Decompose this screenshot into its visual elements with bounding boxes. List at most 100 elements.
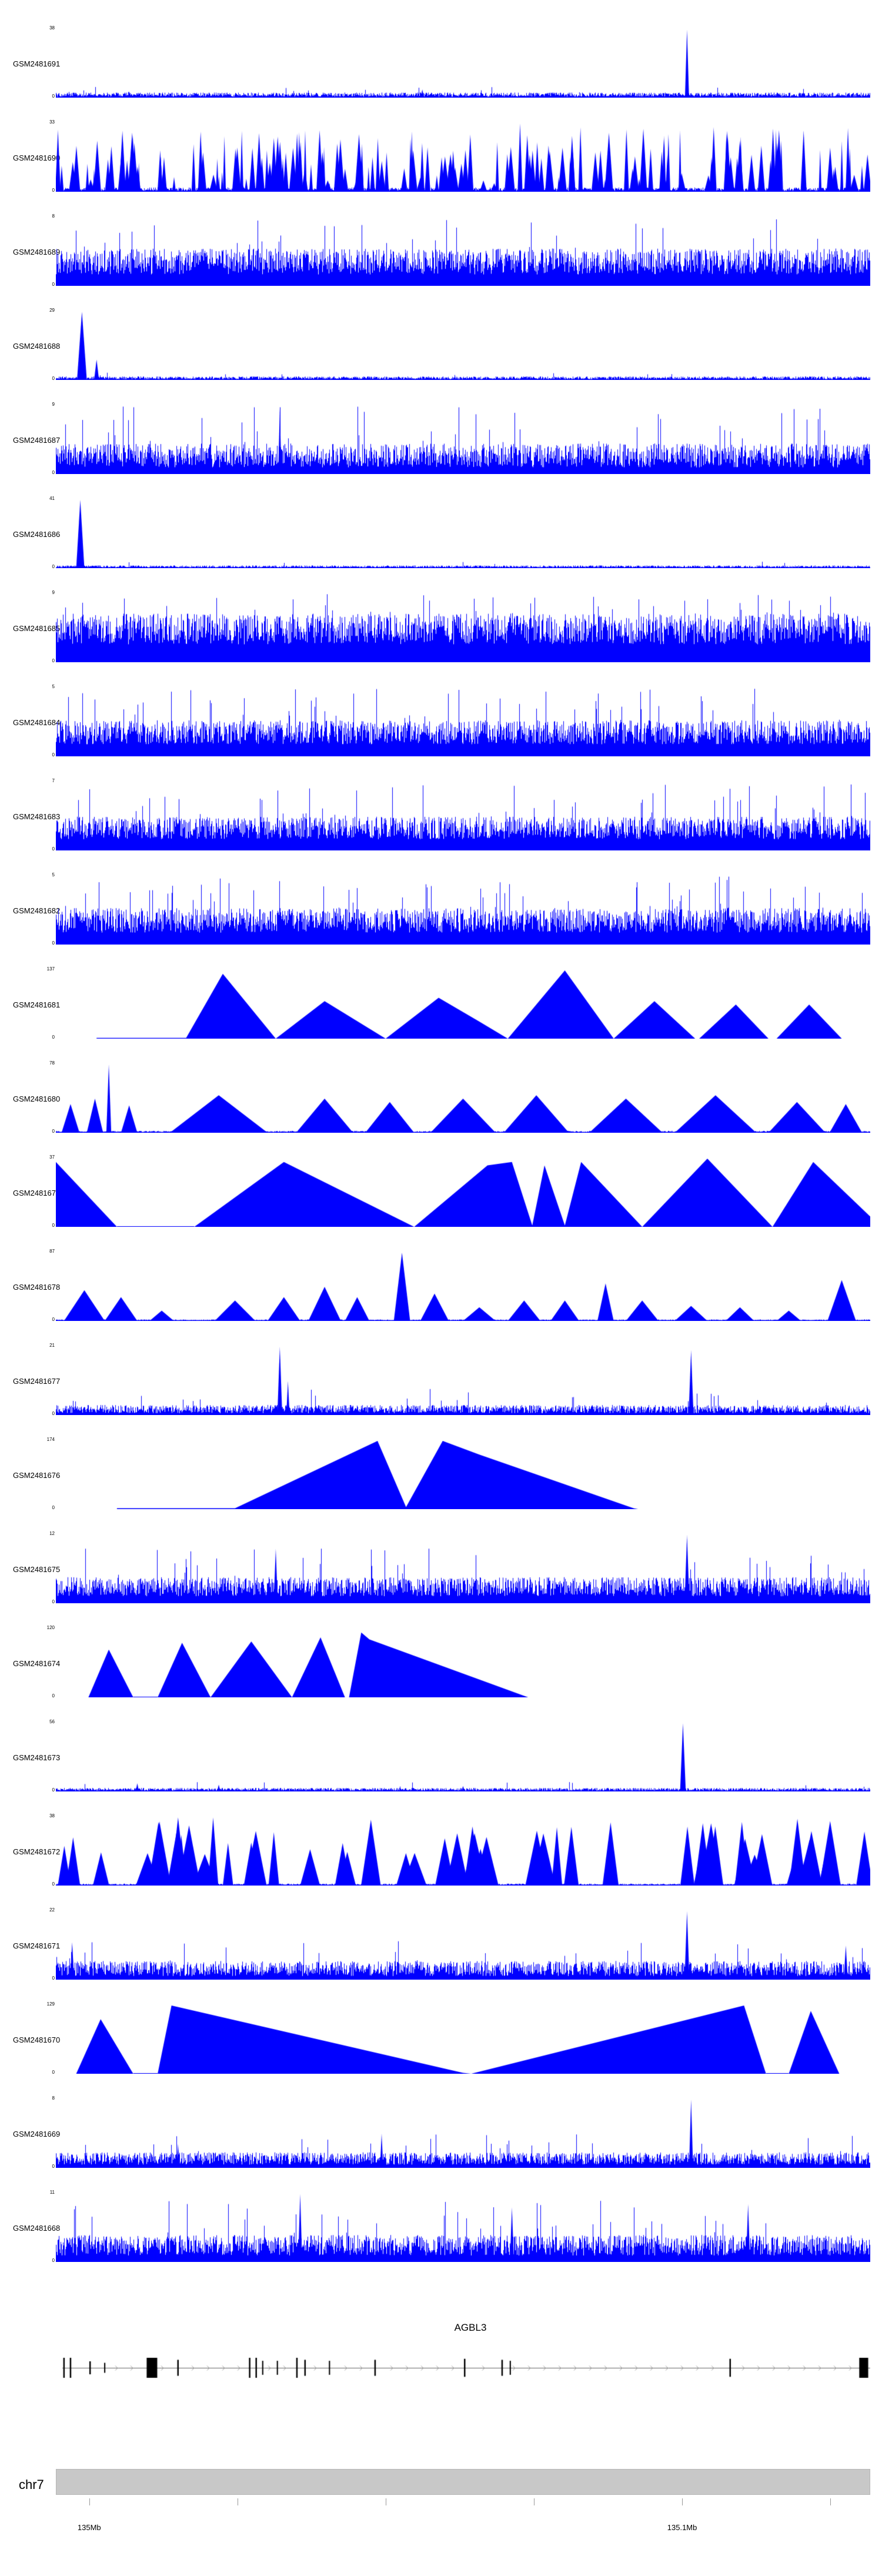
track-plot: 87 0 — [49, 1240, 870, 1334]
chromosome-ideogram — [56, 2469, 870, 2495]
track-sample-label: GSM2481690 — [13, 153, 61, 162]
signal-track-row: GSM2481684 5 0 — [0, 675, 882, 769]
axis-tick — [830, 2498, 831, 2505]
y-axis-max-label: 137 — [46, 966, 55, 972]
y-axis-min-label: 0 — [52, 94, 55, 99]
coverage-signal — [56, 124, 870, 192]
y-axis-max-label: 37 — [49, 1154, 55, 1160]
y-axis-max-label: 5 — [52, 872, 55, 877]
gene-annotation-track: AGBL3 — [0, 2322, 882, 2393]
track-plot: 29 0 — [49, 299, 870, 393]
track-sample-label: GSM2481670 — [13, 2035, 61, 2044]
y-axis-max-label: 87 — [49, 1249, 55, 1254]
signal-track-row: GSM2481685 9 0 — [0, 581, 882, 675]
coverage-signal — [56, 500, 870, 568]
coverage-signal — [56, 1535, 870, 1603]
signal-track-row: GSM2481681 137 0 — [0, 957, 882, 1052]
y-axis-min-label: 0 — [52, 1505, 55, 1510]
signal-track-row: GSM2481674 120 0 — [0, 1616, 882, 1710]
axis-tick-label: 135Mb — [77, 2523, 101, 2532]
track-sample-label: GSM2481686 — [13, 529, 61, 539]
track-plot: 174 0 — [47, 1428, 870, 1522]
signal-tracks: GSM2481691 38 0 GSM2481690 33 0 GSM24816… — [0, 25, 882, 2275]
track-plot: 9 0 — [52, 581, 870, 675]
gene-model — [56, 2340, 870, 2390]
y-axis-min-label: 0 — [52, 1976, 55, 1981]
coverage-signal — [56, 688, 870, 756]
track-plot: 8 0 — [52, 2087, 870, 2181]
y-axis-min-label: 0 — [52, 470, 55, 475]
signal-track-row: GSM2481683 7 0 — [0, 769, 882, 863]
y-axis-max-label: 33 — [49, 119, 55, 125]
y-axis-min-label: 0 — [52, 188, 55, 193]
coverage-signal — [56, 1159, 870, 1227]
coverage-signal — [56, 1347, 870, 1415]
signal-track-row: GSM2481690 33 0 — [0, 111, 882, 205]
y-axis-min-label: 0 — [52, 1787, 55, 1793]
signal-track-row: GSM2481671 22 0 — [0, 1898, 882, 1993]
coverage-signal — [56, 1817, 870, 1886]
y-axis-max-label: 8 — [52, 213, 55, 219]
track-sample-label: GSM2481677 — [13, 1376, 61, 1386]
track-plot: 129 0 — [47, 1993, 870, 2087]
track-plot: 22 0 — [49, 1898, 870, 1993]
track-sample-label: GSM2481669 — [13, 2129, 61, 2138]
track-sample-label: GSM2481676 — [13, 1470, 61, 1480]
y-axis-min-label: 0 — [52, 1223, 55, 1228]
chromosome-track: chr7 135Mb 135.1Mb — [0, 2469, 882, 2536]
y-axis-max-label: 78 — [49, 1060, 55, 1066]
track-plot: 5 0 — [52, 675, 870, 769]
coverage-signal — [56, 782, 870, 850]
signal-track-row: GSM2481677 21 0 — [0, 1334, 882, 1428]
y-axis-max-label: 8 — [52, 2095, 55, 2101]
track-sample-label: GSM2481675 — [13, 1564, 61, 1574]
track-sample-label: GSM2481682 — [13, 906, 61, 915]
signal-track-row: GSM2481689 8 0 — [0, 205, 882, 299]
track-plot: 11 0 — [50, 2181, 870, 2275]
coverage-signal — [56, 1065, 870, 1133]
y-axis-min-label: 0 — [52, 1035, 55, 1040]
y-axis-min-label: 0 — [52, 1881, 55, 1887]
coverage-signal — [56, 594, 870, 662]
track-plot: 38 0 — [49, 1804, 870, 1898]
signal-track-row: GSM2481687 9 0 — [0, 393, 882, 487]
y-axis-min-label: 0 — [52, 2070, 55, 2075]
genomic-axis: 135Mb 135.1Mb — [56, 2498, 870, 2536]
track-sample-label: GSM2481683 — [13, 812, 61, 821]
y-axis-min-label: 0 — [52, 658, 55, 663]
track-plot: 56 0 — [49, 1710, 870, 1804]
y-axis-max-label: 129 — [46, 2001, 55, 2007]
signal-track-row: GSM2481688 29 0 — [0, 299, 882, 393]
track-plot: 5 0 — [52, 863, 870, 957]
axis-tick — [89, 2498, 90, 2505]
y-axis-max-label: 9 — [52, 402, 55, 407]
track-plot: 41 0 — [49, 487, 870, 581]
coverage-signal — [56, 2194, 870, 2262]
track-sample-label: GSM2481679 — [13, 1188, 61, 1197]
track-plot: 137 0 — [47, 957, 870, 1052]
signal-track-row: GSM2481672 38 0 — [0, 1804, 882, 1898]
coverage-signal — [56, 1723, 870, 1791]
y-axis-max-label: 29 — [49, 308, 55, 313]
chromosome-label: chr7 — [19, 2477, 44, 2492]
y-axis-max-label: 174 — [46, 1437, 55, 1442]
coverage-signal — [56, 29, 870, 98]
y-axis-min-label: 0 — [52, 1129, 55, 1134]
track-sample-label: GSM2481674 — [13, 1659, 61, 1668]
track-sample-label: GSM2481673 — [13, 1753, 61, 1762]
y-axis-max-label: 5 — [52, 684, 55, 689]
signal-track-row: GSM2481680 78 0 — [0, 1052, 882, 1146]
track-plot: 21 0 — [49, 1334, 870, 1428]
signal-track-row: GSM2481678 87 0 — [0, 1240, 882, 1334]
y-axis-min-label: 0 — [52, 376, 55, 381]
track-plot: 120 0 — [47, 1616, 870, 1710]
track-plot: 8 0 — [52, 205, 870, 299]
track-sample-label: GSM2481685 — [13, 623, 61, 633]
coverage-signal — [56, 970, 870, 1039]
signal-track-row: GSM2481670 129 0 — [0, 1993, 882, 2087]
y-axis-max-label: 38 — [49, 1813, 55, 1818]
track-sample-label: GSM2481688 — [13, 341, 61, 351]
y-axis-max-label: 38 — [49, 25, 55, 31]
y-axis-max-label: 120 — [46, 1625, 55, 1630]
y-axis-min-label: 0 — [52, 940, 55, 946]
